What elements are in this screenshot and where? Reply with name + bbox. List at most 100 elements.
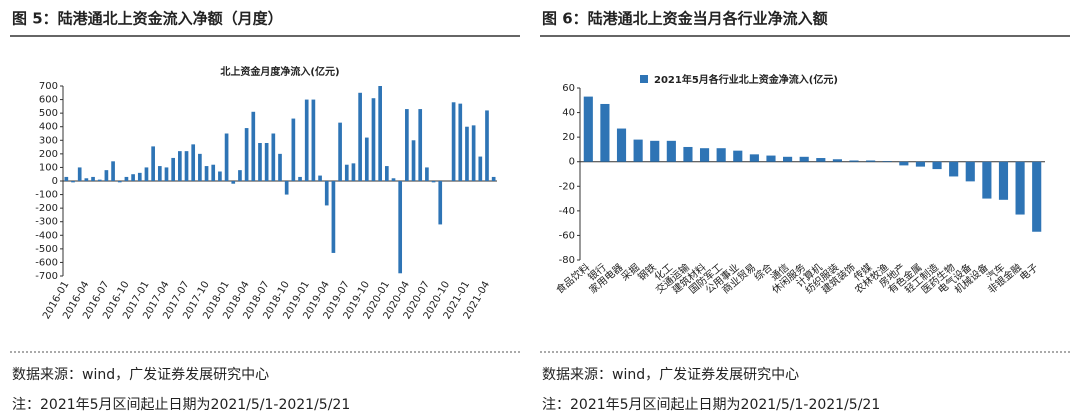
bar bbox=[84, 178, 89, 181]
bar bbox=[882, 161, 892, 162]
bar bbox=[766, 155, 776, 162]
bar bbox=[91, 176, 95, 181]
bar bbox=[111, 161, 115, 181]
bar bbox=[284, 181, 289, 195]
bar bbox=[258, 143, 262, 181]
source-note: 数据来源：wind，广发证券发展研究中心 bbox=[12, 367, 269, 383]
y-tick-label: -500 bbox=[35, 244, 58, 255]
bar bbox=[251, 111, 256, 181]
bar bbox=[231, 181, 236, 184]
chart-subtitle: 北上资金月度净流入(亿元) bbox=[220, 65, 339, 78]
y-tick-label: 60 bbox=[562, 83, 575, 94]
bar bbox=[191, 144, 196, 181]
bar bbox=[749, 154, 759, 162]
bar bbox=[949, 161, 959, 177]
bar bbox=[351, 163, 356, 181]
bar bbox=[666, 140, 676, 162]
bar bbox=[616, 128, 627, 162]
bar bbox=[425, 167, 429, 181]
bar bbox=[716, 148, 726, 162]
bar bbox=[982, 161, 992, 199]
bar bbox=[633, 139, 643, 162]
bar bbox=[218, 171, 222, 181]
bar bbox=[364, 137, 369, 181]
figure-title: 图 5：陆港通北上资金流入净额（月度） bbox=[12, 10, 283, 28]
bar bbox=[458, 103, 463, 181]
bar bbox=[816, 158, 826, 162]
y-tick-label: -40 bbox=[559, 206, 575, 217]
y-tick-label: 500 bbox=[39, 108, 58, 119]
bar bbox=[932, 161, 942, 170]
y-tick-label: -600 bbox=[35, 257, 58, 268]
bar bbox=[600, 103, 610, 162]
bar bbox=[311, 99, 316, 181]
bar bbox=[184, 151, 189, 181]
bar bbox=[451, 102, 456, 181]
bar bbox=[471, 125, 476, 181]
bar bbox=[915, 161, 926, 167]
source-note: 数据来源：wind，广发证券发展研究中心 bbox=[542, 367, 799, 383]
bar bbox=[271, 133, 276, 181]
bar bbox=[465, 126, 469, 181]
y-tick-label: -20 bbox=[559, 181, 575, 192]
bar bbox=[431, 181, 436, 183]
bar bbox=[418, 109, 423, 181]
figure-title: 图 6：陆港通北上资金当月各行业净流入额 bbox=[542, 10, 828, 28]
bar bbox=[318, 175, 322, 181]
bar bbox=[324, 181, 329, 206]
y-tick-label: 700 bbox=[39, 81, 58, 92]
y-tick-label: 20 bbox=[562, 132, 575, 143]
bar bbox=[733, 150, 743, 162]
legend-swatch bbox=[640, 75, 648, 83]
footnote: 注：2021年5月区间起止日期为2021/5/1-2021/5/21 bbox=[12, 397, 350, 413]
bar bbox=[157, 166, 162, 181]
bar bbox=[699, 148, 710, 162]
bar bbox=[291, 118, 296, 181]
y-tick-label: 300 bbox=[39, 135, 58, 146]
y-tick-label: 40 bbox=[562, 108, 575, 119]
bar bbox=[338, 122, 342, 181]
bar bbox=[211, 164, 216, 181]
bar bbox=[64, 176, 69, 181]
bar bbox=[97, 179, 102, 181]
bar bbox=[224, 133, 229, 181]
y-tick-label: -200 bbox=[35, 203, 58, 214]
bar bbox=[104, 170, 109, 181]
bar bbox=[799, 156, 809, 162]
bar bbox=[491, 176, 496, 181]
bar bbox=[304, 99, 309, 181]
bar bbox=[151, 146, 155, 181]
bar bbox=[411, 140, 416, 181]
bar bbox=[1015, 161, 1025, 215]
bar bbox=[391, 178, 396, 181]
bar bbox=[344, 164, 349, 181]
bar bbox=[783, 156, 793, 162]
bar bbox=[965, 161, 975, 182]
x-tick-label: 电子 bbox=[1017, 261, 1041, 284]
bar bbox=[438, 181, 443, 225]
bar bbox=[144, 167, 149, 181]
bar bbox=[164, 167, 169, 181]
bar bbox=[650, 140, 660, 162]
bar bbox=[298, 176, 302, 181]
bar bbox=[583, 96, 593, 162]
bar bbox=[178, 151, 182, 181]
bar bbox=[171, 157, 176, 181]
bar bbox=[198, 153, 202, 181]
y-tick-label: -100 bbox=[35, 190, 58, 201]
bar bbox=[131, 174, 135, 181]
bar bbox=[485, 110, 489, 181]
bar bbox=[866, 160, 876, 162]
bar bbox=[278, 153, 282, 181]
bar bbox=[137, 172, 142, 181]
bar bbox=[264, 143, 269, 181]
footnote: 注：2021年5月区间起止日期为2021/5/1-2021/5/21 bbox=[542, 397, 880, 413]
bar bbox=[398, 181, 403, 274]
bar bbox=[204, 166, 209, 181]
bar bbox=[849, 160, 859, 162]
bar bbox=[1032, 161, 1042, 232]
bar bbox=[331, 181, 336, 253]
bar bbox=[77, 167, 82, 181]
bar bbox=[378, 86, 382, 181]
y-tick-label: 600 bbox=[39, 95, 58, 106]
